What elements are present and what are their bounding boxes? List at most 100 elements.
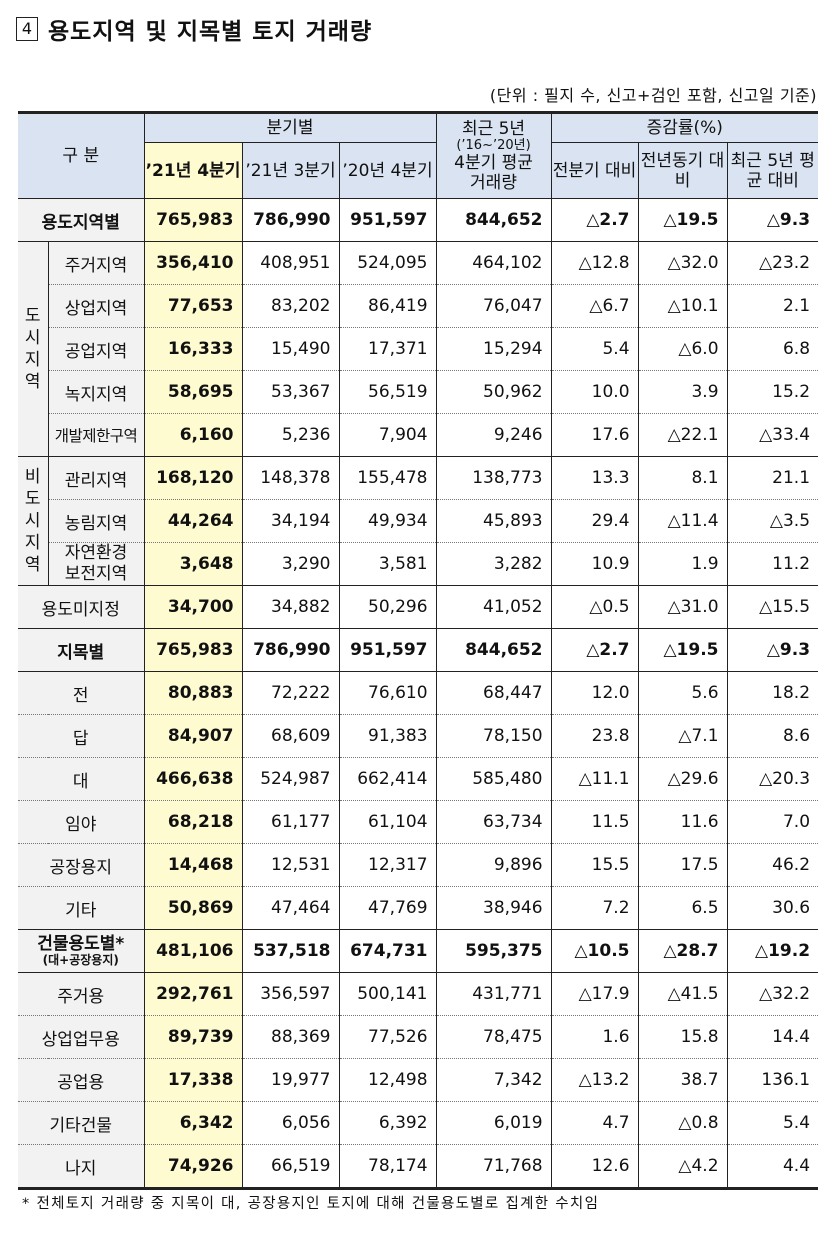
value-cell: 41,052 <box>436 585 552 629</box>
row-label: 주거지역 <box>48 241 145 285</box>
group-nonurban: 비도시지역 <box>18 456 49 586</box>
row-label: 건물용도별* (대+공장용지) <box>18 929 145 973</box>
table-row: 도시지역 주거지역 356,410 408,951 524,095 464,102 △12.… <box>18 241 819 457</box>
value-cell: 47,464 <box>242 886 340 930</box>
value-cell: 148,378 <box>242 456 340 500</box>
value-cell: 951,597 <box>339 628 437 672</box>
header-vs-prev-year: 전년동기 대비 <box>638 142 728 199</box>
value-cell: 76,047 <box>436 284 552 328</box>
value-cell: 17.5 <box>638 843 728 887</box>
row-label: 공업용 <box>18 1058 145 1102</box>
value-cell: 15.5 <box>551 843 639 887</box>
value-cell: △0.8 <box>638 1101 728 1145</box>
value-cell: △20.3 <box>727 757 819 801</box>
value-cell: △19.5 <box>638 198 728 242</box>
value-cell: △2.7 <box>551 628 639 672</box>
value-cell: 356,597 <box>242 972 340 1016</box>
table-row: 용도지역별 765,983 786,990 951,597 844,652 △2.7 △19… <box>18 198 819 242</box>
value-current: 50,869 <box>144 886 243 930</box>
value-current: 6,342 <box>144 1101 243 1145</box>
value-cell: 9,246 <box>436 413 552 457</box>
value-cell: 431,771 <box>436 972 552 1016</box>
table-row: 개발제한구역 6,160 5,236 7,904 9,246 17.6 △22.1 △33.4 <box>18 413 819 457</box>
value-current: 168,120 <box>144 456 243 500</box>
value-cell: 844,652 <box>436 628 552 672</box>
value-cell: 78,174 <box>339 1144 437 1190</box>
value-cell: 86,419 <box>339 284 437 328</box>
row-label: 답 <box>18 714 145 758</box>
table-row: 지목별 765,983 786,990 951,597 844,652 △2.7 △19.5… <box>18 628 819 672</box>
footnote: * 전체토지 거래량 중 지목이 대, 공장용지인 토지에 대해 건물용도별로 … <box>22 1196 600 1212</box>
value-cell: 408,951 <box>242 241 340 285</box>
value-cell: △28.7 <box>638 929 728 973</box>
value-cell: △15.5 <box>727 585 819 629</box>
value-cell: 18.2 <box>727 671 819 715</box>
value-cell: 63,734 <box>436 800 552 844</box>
table-row: 공업지역 16,333 15,490 17,371 15,294 5.4 △6.0 6.8 <box>18 327 819 371</box>
value-cell: 66,519 <box>242 1144 340 1190</box>
value-cell: △9.3 <box>727 628 819 672</box>
value-cell: 3.9 <box>638 370 728 414</box>
value-cell: 77,526 <box>339 1015 437 1059</box>
value-cell: 34,882 <box>242 585 340 629</box>
value-cell: 12,531 <box>242 843 340 887</box>
table-row: 상업지역 77,653 83,202 86,419 76,047 △6.7 △10.1 2.1 <box>18 284 819 328</box>
value-cell: 10.0 <box>551 370 639 414</box>
value-cell: 9,896 <box>436 843 552 887</box>
header-21q3: ’21년 3분기 <box>242 142 340 199</box>
row-label: 공업지역 <box>48 327 145 371</box>
value-cell: 155,478 <box>339 456 437 500</box>
value-cell: 11.6 <box>638 800 728 844</box>
table-row: 대 466,638 524,987 662,414 585,480 △11.1 △29.6 △… <box>18 757 819 801</box>
row-label: 상업업무용 <box>18 1015 145 1059</box>
land-transaction-table: 구 분 분기별 최근 5년 (’16~’20년) 4분기 평균 거래량 증감률(… <box>18 111 819 1190</box>
value-cell: △7.1 <box>638 714 728 758</box>
value-cell: 15,294 <box>436 327 552 371</box>
table-row: 비도시지역 관리지역 168,120 148,378 155,478 138,773 13.… <box>18 456 819 586</box>
header-5yr-average: 최근 5년 (’16~’20년) 4분기 평균 거래량 <box>436 111 552 199</box>
value-cell: 88,369 <box>242 1015 340 1059</box>
value-cell: 1.9 <box>638 542 728 586</box>
row-label: 기타건물 <box>18 1101 145 1145</box>
value-cell: 12,317 <box>339 843 437 887</box>
value-cell: 68,609 <box>242 714 340 758</box>
row-label: 임야 <box>18 800 145 844</box>
value-current: 77,653 <box>144 284 243 328</box>
value-cell: △2.7 <box>551 198 639 242</box>
value-cell: 7,342 <box>436 1058 552 1102</box>
table-row: 용도미지정 34,700 34,882 50,296 41,052 △0.5 △31.0 △1… <box>18 585 819 629</box>
value-cell: △17.9 <box>551 972 639 1016</box>
value-cell: 3,290 <box>242 542 340 586</box>
table-row: 답 84,907 68,609 91,383 78,150 23.8 △7.1 8.6 <box>18 714 819 758</box>
value-cell: 844,652 <box>436 198 552 242</box>
value-cell: 3,282 <box>436 542 552 586</box>
value-cell: △9.3 <box>727 198 819 242</box>
value-current: 74,926 <box>144 1144 243 1190</box>
value-current: 89,739 <box>144 1015 243 1059</box>
value-cell: 136.1 <box>727 1058 819 1102</box>
document-title: 4 용도지역 및 지목별 토지 거래량 <box>16 14 372 45</box>
value-current: 58,695 <box>144 370 243 414</box>
value-cell: 76,610 <box>339 671 437 715</box>
table-row: 공업용 17,338 19,977 12,498 7,342 △13.2 38.7 136.1 <box>18 1058 819 1102</box>
value-cell: 5,236 <box>242 413 340 457</box>
value-cell: 30.6 <box>727 886 819 930</box>
value-cell: 12,498 <box>339 1058 437 1102</box>
value-cell: 11.5 <box>551 800 639 844</box>
unit-note: (단위 : 필지 수, 신고+검인 포함, 신고일 기준) <box>489 86 817 105</box>
value-cell: 46.2 <box>727 843 819 887</box>
header-20q4: ’20년 4분기 <box>339 142 437 199</box>
row-label: 나지 <box>18 1144 145 1190</box>
table-row: 자연환경 보전지역 3,648 3,290 3,581 3,282 10.9 1.9 11.2 <box>18 542 819 586</box>
value-current: 292,761 <box>144 972 243 1016</box>
value-cell: 49,934 <box>339 499 437 543</box>
table-row: 나지 74,926 66,519 78,174 71,768 12.6 △4.2 4.4 <box>18 1144 819 1190</box>
value-cell: 2.1 <box>727 284 819 328</box>
value-cell: 8.1 <box>638 456 728 500</box>
value-cell: 34,194 <box>242 499 340 543</box>
value-cell: 68,447 <box>436 671 552 715</box>
header-change-rate: 증감률(%) <box>551 111 819 143</box>
value-cell: △11.1 <box>551 757 639 801</box>
value-cell: △11.4 <box>638 499 728 543</box>
value-cell: 38.7 <box>638 1058 728 1102</box>
